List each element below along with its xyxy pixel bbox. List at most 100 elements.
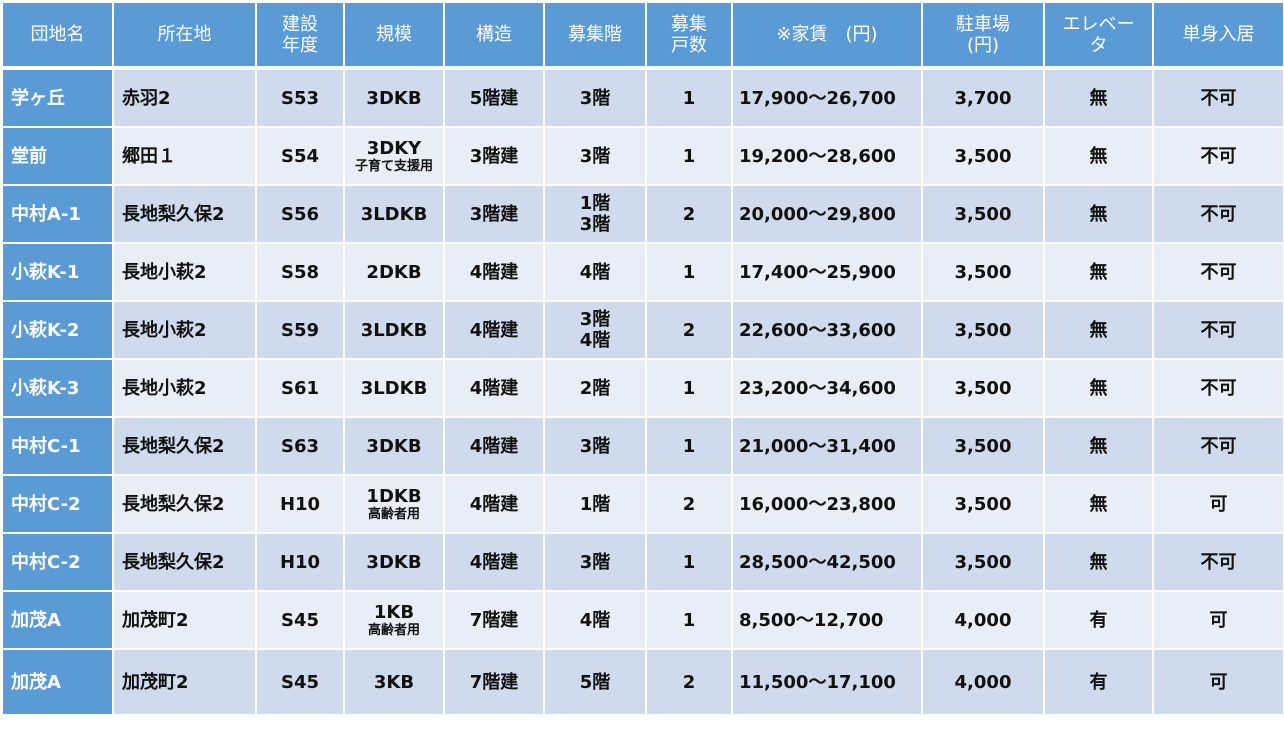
cell-location: 長地梨久保2 [112,416,257,476]
cell-location: 長地梨久保2 [112,184,257,244]
cell-elevator: 無 [1043,242,1154,302]
size-type: 3KB [373,671,415,693]
cell-size: 3DKB [343,67,445,128]
cell-year: S63 [255,416,345,476]
cell-rent: 17,400～25,900 [731,242,923,302]
floor-value: 2階 [579,377,611,399]
floor-value: 3階 [579,309,611,330]
cell-year: S45 [255,590,345,650]
cell-floor: 1階 [543,474,647,534]
cell-size: 3DKB [343,532,445,592]
cell-units: 1 [645,416,733,476]
cell-name: 小萩K-2 [1,300,114,360]
cell-parking: 3,700 [921,67,1045,128]
cell-location: 加茂町2 [112,648,257,716]
header-parking-line1: 駐車場 [956,13,1010,35]
cell-units: 2 [645,300,733,360]
cell-elevator: 無 [1043,416,1154,476]
table-row: 加茂A 加茂町2 S45 1KB 高齢者用 7階建 4階 1 8,500～12,700 4,000… [1,590,1284,650]
floor-value: 3階 [579,214,611,235]
cell-year: S54 [255,126,345,186]
header-floor: 募集階 [543,1,647,70]
floor-value: 3階 [579,87,611,109]
cell-structure: 3階建 [443,126,545,186]
table-row: 中村C-2 長地梨久保2 H10 3DKB 4階建 3階 1 28,500～42,500 3,5… [1,532,1284,592]
cell-rent: 21,000～31,400 [731,416,923,476]
header-elevator-line2: タ [1089,34,1108,56]
floor-value: 1階 [579,193,611,214]
cell-parking: 3,500 [921,416,1045,476]
size-type: 3DKB [366,87,422,109]
size-type: 3DKY [366,138,422,159]
cell-single: 可 [1152,474,1284,534]
cell-structure: 4階建 [443,416,545,476]
cell-size: 3DKB [343,416,445,476]
cell-units: 1 [645,532,733,592]
cell-rent: 28,500～42,500 [731,532,923,592]
cell-elevator: 無 [1043,184,1154,244]
cell-rent: 8,500～12,700 [731,590,923,650]
header-elevator: エレベータ [1043,1,1154,70]
size-note: 高齢者用 [367,507,420,522]
cell-parking: 3,500 [921,184,1045,244]
cell-structure: 4階建 [443,532,545,592]
header-year-line2: 年度 [282,34,318,56]
cell-floor: 2階 [543,358,647,418]
floor-value: 5階 [579,671,611,693]
cell-name: 中村C-2 [1,532,114,592]
cell-size: 2DKB [343,242,445,302]
cell-rent: 23,200～34,600 [731,358,923,418]
cell-elevator: 無 [1043,474,1154,534]
cell-single: 不可 [1152,532,1284,592]
cell-units: 1 [645,358,733,418]
header-parking: 駐車場 (円) [921,1,1045,70]
cell-floor: 1階 3階 [543,184,647,244]
cell-single: 不可 [1152,67,1284,128]
cell-rent: 11,500～17,100 [731,648,923,716]
cell-name: 中村C-2 [1,474,114,534]
cell-structure: 4階建 [443,358,545,418]
cell-units: 1 [645,242,733,302]
cell-parking: 4,000 [921,648,1045,716]
floor-value: 3階 [579,435,611,457]
header-size: 規模 [343,1,445,70]
cell-name: 中村C-1 [1,416,114,476]
cell-name: 小萩K-3 [1,358,114,418]
cell-floor: 4階 [543,590,647,650]
header-year-line1: 建設 [282,13,318,35]
cell-floor: 3階 [543,532,647,592]
cell-location: 郷田１ [112,126,257,186]
floor-value: 4階 [579,609,611,631]
cell-year: S56 [255,184,345,244]
cell-year: S53 [255,67,345,128]
table-row: 堂前 郷田１ S54 3DKY 子育て支援用 3階建 3階 1 19,200～28,600 3,5… [1,126,1284,186]
cell-parking: 4,000 [921,590,1045,650]
cell-name: 学ヶ丘 [1,67,114,128]
table-row: 小萩K-3 長地小萩2 S61 3LDKB 4階建 2階 1 23,200～34,600 3,5… [1,358,1284,418]
header-row: 団地名 所在地 建設 年度 規模 構造 募集階 募集 戸数 ※家賃 (円) 駐車場(… [1,1,1284,70]
cell-units: 1 [645,590,733,650]
cell-elevator: 無 [1043,67,1154,128]
cell-floor: 3階 [543,416,647,476]
size-type: 1KB [373,602,415,623]
cell-parking: 3,500 [921,532,1045,592]
cell-year: H10 [255,532,345,592]
cell-size: 1DKB 高齢者用 [343,474,445,534]
cell-structure: 4階建 [443,474,545,534]
header-name: 団地名 [1,1,114,70]
cell-size: 3KB [343,648,445,716]
floor-value: 4階 [579,261,611,283]
cell-parking: 3,500 [921,242,1045,302]
cell-units: 1 [645,67,733,128]
cell-rent: 19,200～28,600 [731,126,923,186]
cell-single: 不可 [1152,416,1284,476]
cell-size: 3DKY 子育て支援用 [343,126,445,186]
cell-structure: 5階建 [443,67,545,128]
header-single: 単身入居 [1152,1,1284,70]
table-row: 中村C-2 長地梨久保2 H10 1DKB 高齢者用 4階建 1階 2 16,000～23,80… [1,474,1284,534]
cell-parking: 3,500 [921,300,1045,360]
header-units-line1: 募集 [671,13,707,35]
cell-floor: 3階 4階 [543,300,647,360]
cell-elevator: 有 [1043,590,1154,650]
cell-rent: 22,600～33,600 [731,300,923,360]
